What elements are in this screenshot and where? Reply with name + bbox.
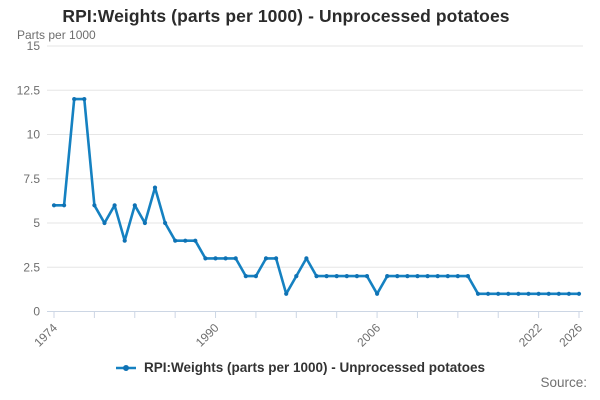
legend-label: RPI:Weights (parts per 1000) - Unprocess… bbox=[143, 360, 486, 375]
series-markers bbox=[51, 97, 582, 296]
y-axis-tick-labels: 0 2.5 5 7.5 10 12.5 15 bbox=[17, 39, 41, 319]
gridlines bbox=[47, 45, 583, 268]
svg-text:2.5: 2.5 bbox=[23, 260, 40, 274]
x-axis-tick-labels: 1974 1990 2006 2022 2026 bbox=[31, 320, 585, 349]
svg-text:1990: 1990 bbox=[193, 320, 222, 349]
legend-line-marker-icon bbox=[115, 364, 136, 371]
chart-canvas: 0 2.5 5 7.5 10 12.5 15 1974 1990 2006 2022 2026 bbox=[17, 39, 586, 350]
chart-title: RPI:Weights (parts per 1000) - Unprocess… bbox=[62, 6, 510, 26]
svg-text:15: 15 bbox=[27, 39, 41, 53]
x-axis bbox=[47, 311, 583, 318]
y-axis-unit-label: Parts per 1000 bbox=[17, 28, 96, 42]
legend-item[interactable]: RPI:Weights (parts per 1000) - Unprocess… bbox=[0, 360, 600, 375]
series-line bbox=[52, 97, 581, 296]
svg-text:2026: 2026 bbox=[556, 320, 585, 349]
svg-text:10: 10 bbox=[27, 128, 41, 142]
svg-text:2022: 2022 bbox=[516, 320, 545, 349]
svg-text:5: 5 bbox=[33, 216, 40, 230]
svg-text:1974: 1974 bbox=[31, 320, 60, 349]
source-label: Source: bbox=[540, 375, 587, 390]
svg-text:12.5: 12.5 bbox=[17, 83, 41, 97]
svg-text:2006: 2006 bbox=[354, 320, 383, 349]
svg-text:0: 0 bbox=[33, 305, 40, 319]
svg-text:7.5: 7.5 bbox=[23, 172, 40, 186]
